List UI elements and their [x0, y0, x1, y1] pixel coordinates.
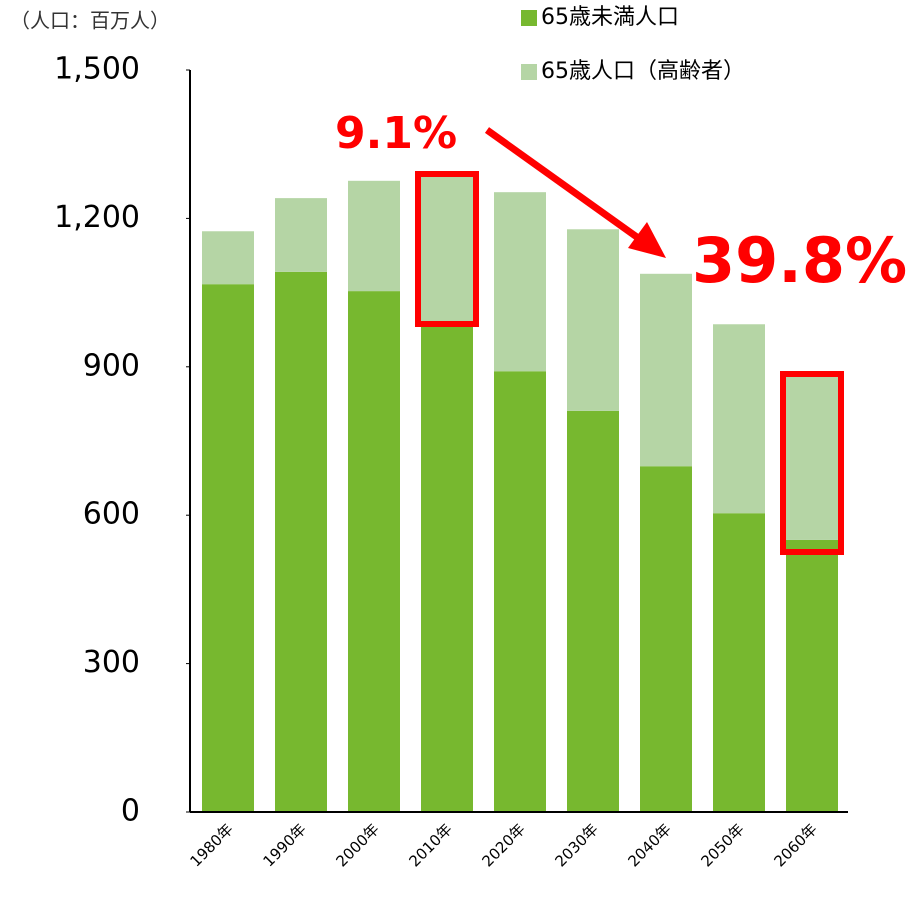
y-tick-label: 1,200: [54, 200, 140, 235]
y-tick-label: 900: [83, 348, 140, 383]
bar-segment: [713, 324, 765, 514]
bar-segment: [275, 271, 327, 813]
x-tick-label: 2020年: [478, 820, 528, 870]
bar-segment: [494, 371, 546, 812]
bar-segment: [348, 180, 400, 292]
legend-label: 65歳未満人口: [541, 5, 679, 30]
highlight-box: [780, 371, 844, 555]
y-tick-label: 1,500: [54, 52, 140, 87]
x-tick-label: 2040年: [624, 820, 674, 870]
highlight-box: [415, 171, 479, 327]
x-tick-label: 2030年: [551, 820, 601, 870]
bar-segment: [640, 273, 692, 467]
bar-segment: [567, 410, 619, 812]
bar-segment: [202, 231, 254, 285]
bar-segment: [421, 172, 473, 323]
x-tick-label: 1980年: [186, 820, 236, 870]
unit-label: （人口：百万人）: [10, 9, 170, 33]
arrow-head: [628, 222, 666, 258]
annotation: 9.1%: [335, 108, 457, 159]
bar-segment: [421, 322, 473, 812]
y-tick-label: 300: [83, 645, 140, 680]
annotation: 39.8%: [692, 224, 907, 297]
x-tick-label: 1990年: [259, 820, 309, 870]
legend-swatch: [521, 64, 537, 80]
x-tick-label: 2000年: [332, 820, 382, 870]
bar-segment: [202, 284, 254, 812]
bar-segment: [494, 192, 546, 372]
bar-segment: [786, 539, 838, 812]
bar-segment: [275, 198, 327, 272]
x-tick-label: 2050年: [697, 820, 747, 870]
y-tick-label: 0: [121, 794, 140, 829]
bar-segment: [713, 513, 765, 812]
legend-swatch: [521, 10, 537, 26]
arrow: [484, 127, 651, 248]
bar-segment: [786, 376, 838, 540]
y-tick-label: 600: [83, 497, 140, 532]
bar-segment: [567, 229, 619, 411]
x-tick-label: 2010年: [405, 820, 455, 870]
x-tick-label: 2060年: [770, 820, 820, 870]
plot: 0 300 600 900 1,200 1,500 1980年 1990年 2000年 2010年…: [54, 5, 838, 870]
legend-label: 65歳人口（高齢者）: [541, 59, 745, 84]
bar-segment: [640, 466, 692, 812]
bar-segment: [348, 291, 400, 813]
